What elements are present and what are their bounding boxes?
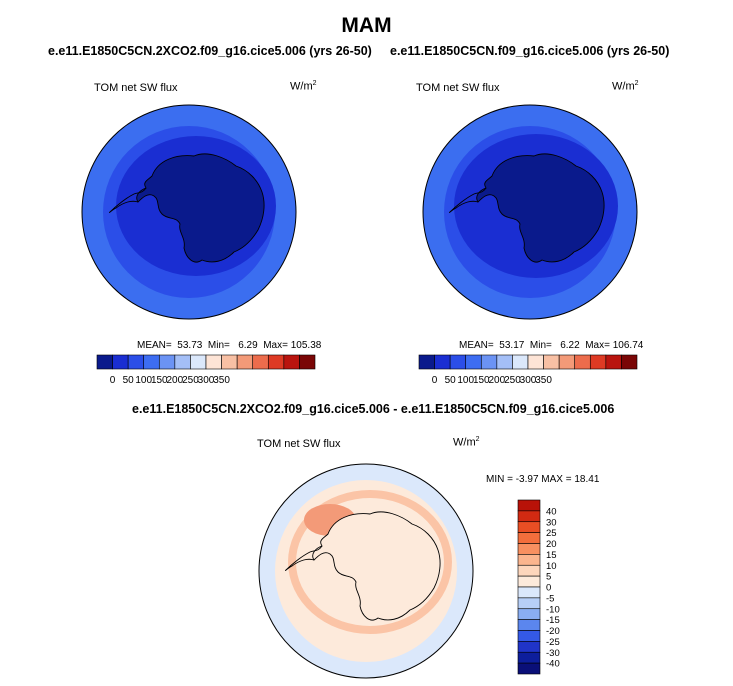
left-polar-map bbox=[81, 104, 297, 320]
colorbar-tick-label: 350 bbox=[535, 375, 552, 386]
colorbar-tick-label: -5 bbox=[546, 593, 554, 604]
colorbar-box bbox=[517, 575, 541, 588]
colorbar-box bbox=[299, 354, 316, 370]
colorbar-box bbox=[527, 354, 544, 370]
colorbar-tick-label: -30 bbox=[546, 648, 560, 659]
colorbar-box bbox=[449, 354, 467, 370]
colorbar-tick-label: 30 bbox=[546, 517, 557, 528]
colorbar-box bbox=[158, 354, 176, 370]
colorbar-box bbox=[517, 543, 541, 555]
colorbar-box bbox=[252, 354, 269, 370]
colorbar-box bbox=[517, 662, 541, 675]
colorbar-tick-label: -25 bbox=[546, 637, 560, 648]
colorbar-tick-label: 50 bbox=[445, 375, 457, 386]
right-panel-case-title: e.e11.E1850C5CN.f09_g16.cice5.006 (yrs 2… bbox=[390, 44, 670, 58]
colorbar-tick-label: 0 bbox=[432, 375, 438, 386]
colorbar-box bbox=[517, 586, 541, 599]
right-map-border bbox=[422, 104, 638, 320]
colorbar-tick-label: 25 bbox=[546, 528, 557, 539]
colorbar-box bbox=[517, 641, 541, 653]
colorbar-tick-label: 150 bbox=[473, 375, 490, 386]
colorbar-tick-label: 0 bbox=[110, 375, 116, 386]
colorbar-tick-label: 15 bbox=[546, 550, 557, 561]
colorbar-tick-label: 250 bbox=[182, 375, 199, 386]
diff-panel-stats: MIN = -3.97 MAX = 18.41 bbox=[486, 474, 600, 485]
colorbar-tick-label: 200 bbox=[489, 375, 506, 386]
colorbar-box bbox=[543, 354, 560, 370]
colorbar-box bbox=[496, 354, 513, 370]
left-panel-variable-label: TOM net SW flux bbox=[94, 82, 178, 94]
colorbar-box bbox=[465, 354, 482, 370]
colorbar-tick-label: 300 bbox=[520, 375, 537, 386]
colorbar-tick-label: 200 bbox=[167, 375, 184, 386]
colorbar-box bbox=[558, 354, 576, 370]
colorbar-box bbox=[127, 354, 145, 370]
colorbar-box bbox=[517, 619, 541, 631]
diff-panel-variable-label: TOM net SW flux bbox=[257, 438, 341, 450]
left-map-border bbox=[81, 104, 297, 320]
colorbar-box bbox=[574, 354, 591, 370]
colorbar-box bbox=[480, 354, 498, 370]
colorbar-tick-label: 350 bbox=[213, 375, 230, 386]
left-panel-units: W/m2 bbox=[290, 80, 317, 93]
diff-panel-units: W/m2 bbox=[453, 436, 480, 449]
colorbar-tick-label: 150 bbox=[151, 375, 168, 386]
right-panel-variable-label: TOM net SW flux bbox=[416, 82, 500, 94]
figure-title: MAM bbox=[341, 14, 392, 37]
colorbar-tick-label: 50 bbox=[123, 375, 135, 386]
colorbar-box bbox=[605, 354, 622, 370]
colorbar-tick-label: -15 bbox=[546, 615, 560, 626]
colorbar-box bbox=[143, 354, 160, 370]
colorbar-box bbox=[112, 354, 129, 370]
colorbar-box bbox=[267, 354, 285, 370]
colorbar-box bbox=[418, 354, 435, 370]
left-panel-case-title: e.e11.E1850C5CN.2XCO2.f09_g16.cice5.006 … bbox=[48, 44, 372, 58]
right-panel-units: W/m2 bbox=[612, 80, 639, 93]
colorbar-box bbox=[205, 354, 222, 370]
colorbar-tick-label: 5 bbox=[546, 572, 551, 583]
colorbar-box bbox=[517, 608, 541, 620]
colorbar-box bbox=[517, 564, 541, 577]
colorbar-box bbox=[96, 354, 113, 370]
colorbar-tick-label: 100 bbox=[457, 375, 474, 386]
colorbar-box bbox=[283, 354, 300, 370]
colorbar-box bbox=[517, 554, 541, 566]
colorbar-tick-label: -10 bbox=[546, 604, 560, 615]
right-polar-map bbox=[422, 104, 638, 320]
colorbar-tick-label: -40 bbox=[546, 659, 560, 670]
colorbar-box bbox=[190, 354, 207, 370]
colorbar-tick-label: 10 bbox=[546, 561, 557, 572]
diff-polar-map bbox=[258, 463, 474, 679]
colorbar-box bbox=[512, 354, 529, 370]
colorbar-box bbox=[517, 510, 541, 523]
colorbar-box bbox=[517, 532, 541, 544]
colorbar-tick-label: 100 bbox=[135, 375, 152, 386]
diff-panel-title: e.e11.E1850C5CN.2XCO2.f09_g16.cice5.006 … bbox=[132, 402, 615, 416]
colorbar-tick-label: 300 bbox=[198, 375, 215, 386]
colorbar-tick-label: 0 bbox=[546, 583, 551, 594]
colorbar-box bbox=[236, 354, 254, 370]
colorbar-box bbox=[517, 597, 541, 610]
colorbar-box bbox=[517, 499, 541, 512]
colorbar-box bbox=[621, 354, 638, 370]
right-panel-stats: MEAN= 53.17 Min= 6.22 Max= 106.74 bbox=[459, 340, 644, 351]
diff-map-border bbox=[258, 463, 474, 679]
colorbar-box bbox=[517, 630, 541, 642]
colorbar-tick-label: -20 bbox=[546, 626, 560, 637]
colorbar-tick-label: 40 bbox=[546, 506, 557, 517]
colorbar-tick-label: 20 bbox=[546, 539, 557, 550]
colorbar-tick-label: 250 bbox=[504, 375, 521, 386]
colorbar-box bbox=[221, 354, 238, 370]
colorbar-box bbox=[517, 651, 541, 664]
colorbar-box bbox=[589, 354, 607, 370]
colorbar-box bbox=[517, 521, 541, 533]
colorbar-box bbox=[174, 354, 191, 370]
left-panel-stats: MEAN= 53.73 Min= 6.29 Max= 105.38 bbox=[137, 340, 322, 351]
diff-map-negative-ring bbox=[259, 464, 473, 678]
colorbar-box bbox=[434, 354, 451, 370]
